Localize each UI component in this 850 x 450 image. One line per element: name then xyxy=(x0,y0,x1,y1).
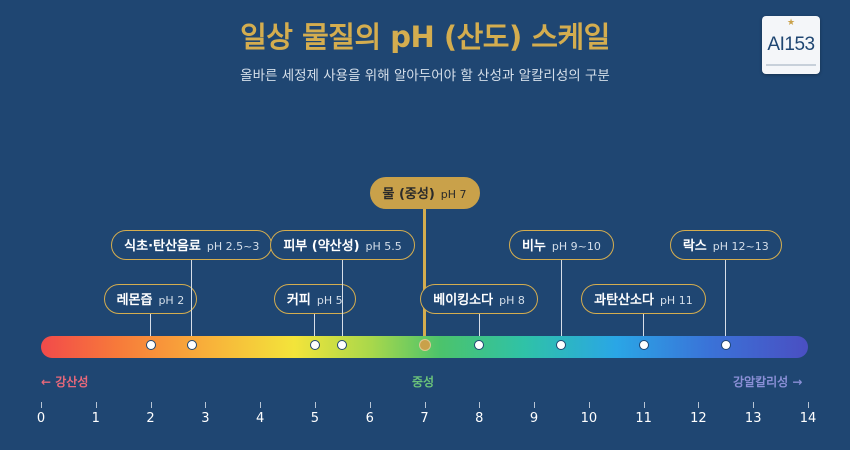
axis-tick-label: 0 xyxy=(36,411,46,426)
substance-ph: pH 9~10 xyxy=(551,240,601,253)
axis-tick-label: 13 xyxy=(744,411,762,426)
axis-tick-label: 5 xyxy=(310,411,320,426)
strong-acid-label: ← 강산성 xyxy=(41,375,89,389)
page-subtitle: 올바른 세정제 사용을 위해 알아두어야 할 산성과 알칼리성의 구분 xyxy=(240,68,610,84)
substance-name: 비누 xyxy=(521,239,546,254)
substance-label: 락스 pH 12~13 xyxy=(669,230,782,260)
substance-label: 비누 pH 9~10 xyxy=(508,230,614,260)
substance-ph: pH 2 xyxy=(158,294,185,307)
substance-label: 커피 pH 5 xyxy=(273,284,356,314)
marker-connector xyxy=(560,260,562,345)
axis-tick xyxy=(314,402,316,408)
axis-tick xyxy=(643,402,645,408)
axis-tick xyxy=(369,402,371,408)
ph-marker-dot xyxy=(145,340,156,350)
axis-tick xyxy=(424,402,426,408)
axis-tick-label: 7 xyxy=(420,411,429,426)
star-icon: ★ xyxy=(787,18,796,28)
ph-marker-dot xyxy=(186,340,197,350)
axis-tick-label: 12 xyxy=(690,411,707,426)
marker-connector xyxy=(150,314,152,345)
axis-tick xyxy=(205,402,207,408)
substance-name: 레몬즙 xyxy=(116,293,153,308)
marker-connector xyxy=(314,314,316,345)
axis-tick xyxy=(588,402,590,408)
substance-ph: pH 2.5~3 xyxy=(206,240,260,253)
ph-marker-dot xyxy=(337,340,348,350)
axis-tick-label: 3 xyxy=(201,411,210,426)
substance-name: 물 (중성) xyxy=(382,187,435,202)
axis-tick-label: 10 xyxy=(580,411,598,426)
axis-tick-label: 8 xyxy=(475,411,484,426)
axis-tick-label: 1 xyxy=(91,411,100,426)
substance-label: 레몬즙 pH 2 xyxy=(103,284,198,314)
page-title: 일상 물질의 pH (산도) 스케일 xyxy=(240,20,610,54)
strong-alkaline-label: 강알칼리성 → xyxy=(733,375,803,389)
substance-ph: pH 11 xyxy=(659,294,693,307)
axis-tick xyxy=(41,402,42,408)
axis-tick xyxy=(479,402,481,408)
substance-name: 피부 (약산성) xyxy=(283,239,360,254)
substance-ph: pH 5 xyxy=(316,294,343,307)
substance-name: 식초·탄산음료 xyxy=(124,239,201,254)
ph-marker-dot xyxy=(309,340,320,350)
axis-tick-label: 6 xyxy=(365,411,374,426)
brand-logo: ★ AI153 xyxy=(762,16,820,74)
axis-tick xyxy=(150,402,152,408)
neutral-label: 중성 xyxy=(412,375,435,389)
substance-ph: pH 5.5 xyxy=(365,240,402,253)
substance-label: 식초·탄산음료 pH 2.5~3 xyxy=(111,230,273,260)
ph-marker-dot xyxy=(638,340,649,350)
substance-ph: pH 7 xyxy=(440,188,467,201)
axis-tick xyxy=(698,402,700,408)
axis-tick xyxy=(260,402,262,408)
marker-connector xyxy=(191,260,193,345)
axis-tick xyxy=(808,402,809,408)
axis-tick-label: 14 xyxy=(799,411,817,426)
marker-connector xyxy=(341,260,343,345)
substance-name: 락스 xyxy=(682,239,707,254)
logo-text: AI153 xyxy=(767,34,815,55)
axis-tick xyxy=(95,402,97,408)
substance-label: 과탄산소다 pH 11 xyxy=(581,284,706,314)
substance-name: 베이킹소다 xyxy=(433,293,494,308)
substance-name: 과탄산소다 xyxy=(594,293,654,308)
marker-connector xyxy=(725,260,727,345)
marker-connector xyxy=(643,314,645,345)
ph-marker-dot xyxy=(556,340,567,350)
axis-tick-label: 11 xyxy=(635,411,652,426)
ph-marker-dot xyxy=(418,339,431,351)
ph-marker-dot xyxy=(474,340,485,350)
axis-tick xyxy=(534,402,536,408)
axis-tick-label: 4 xyxy=(256,411,265,426)
marker-connector xyxy=(423,209,426,345)
substance-label: 피부 (약산성) pH 5.5 xyxy=(270,230,415,260)
substance-label: 물 (중성) pH 7 xyxy=(369,177,480,209)
substance-label: 베이킹소다 pH 8 xyxy=(420,284,538,314)
ph-marker-dot xyxy=(720,340,731,350)
logo-tagline-mark xyxy=(766,64,816,66)
axis-tick xyxy=(753,402,755,408)
substance-ph: pH 8 xyxy=(499,294,525,307)
substance-name: 커피 xyxy=(286,293,311,308)
axis-tick-label: 2 xyxy=(146,411,155,426)
axis-tick-label: 9 xyxy=(529,411,539,426)
marker-connector xyxy=(478,314,480,345)
substance-ph: pH 12~13 xyxy=(712,240,769,253)
